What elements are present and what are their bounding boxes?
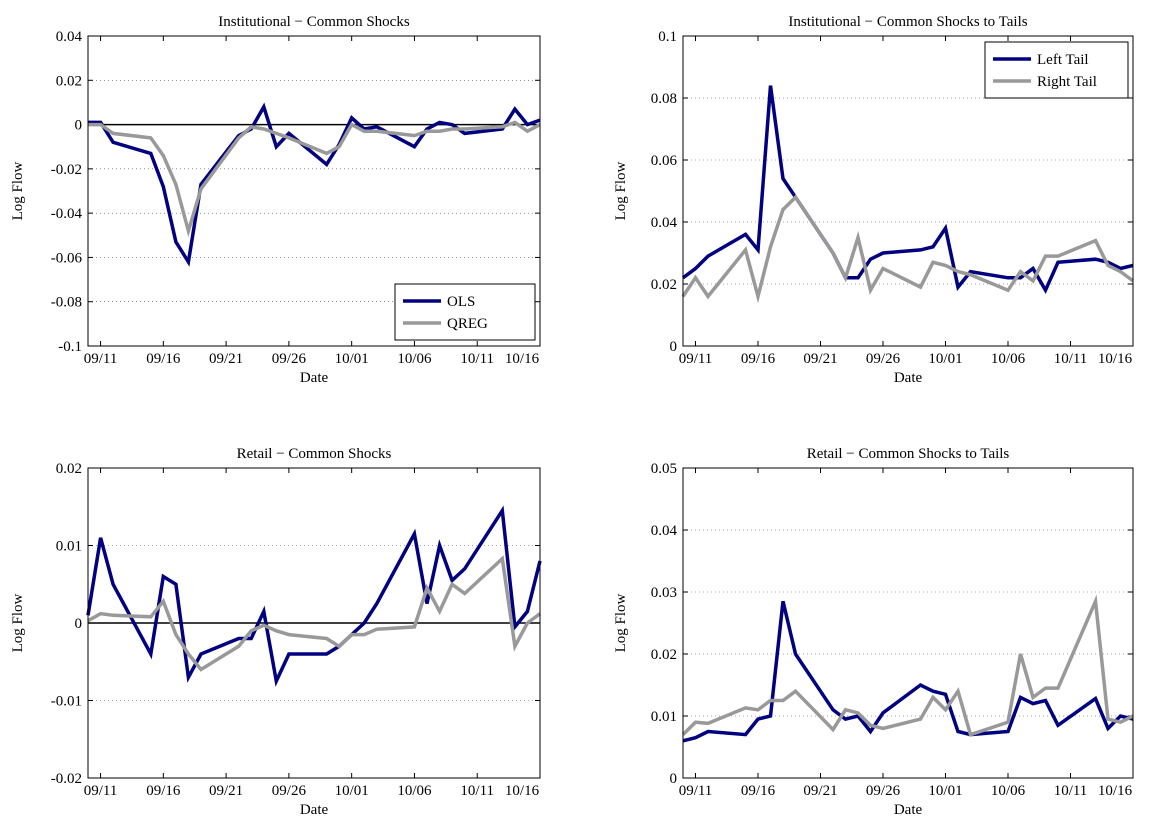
legend-label: QREG [447, 316, 488, 332]
y-tick-label: 0.06 [651, 153, 678, 169]
chart-title: Retail − Common Shocks to Tails [807, 446, 1010, 462]
x-tick-label: 09/21 [803, 351, 837, 367]
y-tick-label: -0.06 [51, 250, 83, 266]
y-tick-label: -0.02 [51, 162, 82, 178]
y-tick-label: -0.02 [51, 771, 82, 787]
x-tick-label: 10/01 [928, 783, 962, 799]
subplot: 0 0.01 0.02 0.03 0.04 0.05 09/11 09/16 09/21 09/2… [613, 446, 1134, 818]
legend-label: Right Tail [1037, 74, 1097, 90]
legend-box [984, 41, 1129, 99]
x-tick-label: 10/01 [335, 783, 369, 799]
y-tick-label: 0.03 [651, 585, 677, 601]
x-tick-label: 10/11 [460, 783, 494, 799]
x-tick-label: 10/11 [460, 351, 494, 367]
y-tick-label: 0.08 [651, 91, 677, 107]
x-tick-label: 09/16 [741, 783, 776, 799]
x-tick-label: 09/16 [741, 351, 776, 367]
chart-title: Institutional − Common Shocks [218, 14, 410, 30]
x-tick-label: 09/21 [209, 783, 243, 799]
series-line [88, 120, 541, 238]
y-tick-label: 0.1 [658, 29, 677, 45]
legend-label: OLS [447, 294, 475, 310]
x-tick-label: 09/26 [866, 351, 901, 367]
y-axis-label: Log Flow [10, 161, 26, 220]
y-tick-label: 0.05 [651, 461, 677, 477]
y-tick-label: 0.02 [56, 73, 82, 89]
x-tick-label: 09/21 [209, 351, 243, 367]
y-tick-label: 0.01 [56, 539, 82, 555]
x-tick-label: 10/16 [1098, 783, 1133, 799]
axes-frame [682, 467, 1134, 779]
x-tick-label: 10/06 [397, 783, 432, 799]
subplot: -0.1 -0.08 -0.06 -0.04 -0.02 0 0.02 0.04 09/11 09… [10, 14, 541, 386]
y-tick-label: -0.08 [51, 295, 82, 311]
x-tick-label: 10/06 [397, 351, 432, 367]
y-tick-label: -0.1 [58, 339, 82, 355]
x-axis-label: Date [300, 802, 329, 818]
y-tick-label: 0 [670, 339, 678, 355]
legend-box [394, 283, 536, 341]
x-tick-label: 09/11 [679, 783, 713, 799]
plot-area [683, 468, 1133, 778]
y-axis-label: Log Flow [613, 593, 629, 652]
y-tick-label: 0.02 [56, 461, 82, 477]
y-tick-label: -0.01 [51, 694, 82, 710]
x-tick-label: 10/16 [505, 783, 540, 799]
legend: OLS QREG [394, 283, 536, 341]
x-tick-label: 09/21 [803, 783, 837, 799]
x-tick-label: 10/16 [505, 351, 540, 367]
subplot: -0.02 -0.01 0 0.01 0.02 09/11 09/16 09/21 09/26 1… [10, 446, 542, 818]
x-tick-label: 10/16 [1098, 351, 1133, 367]
x-tick-label: 10/06 [991, 783, 1026, 799]
y-tick-label: 0.02 [651, 647, 677, 663]
x-tick-label: 09/26 [866, 783, 901, 799]
legend: Left Tail Right Tail [984, 41, 1129, 99]
subplot: 0 0.02 0.04 0.06 0.08 0.1 09/11 09/16 09/21 09/26… [613, 14, 1135, 386]
x-tick-label: 10/11 [1054, 783, 1088, 799]
x-axis-label: Date [894, 370, 923, 386]
series-line [682, 600, 1134, 743]
x-tick-label: 09/26 [272, 783, 307, 799]
y-tick-label: 0 [670, 771, 678, 787]
x-tick-label: 09/11 [679, 351, 713, 367]
y-tick-label: 0.01 [651, 709, 677, 725]
x-tick-label: 10/06 [991, 351, 1026, 367]
y-axis-label: Log Flow [10, 593, 26, 652]
series-line [681, 85, 1134, 295]
x-tick-label: 09/26 [272, 351, 307, 367]
x-tick-label: 10/11 [1054, 351, 1088, 367]
axes-frame [87, 467, 541, 779]
x-tick-label: 09/16 [146, 783, 181, 799]
y-tick-label: -0.04 [51, 206, 83, 222]
legend-label: Left Tail [1037, 52, 1089, 68]
x-tick-label: 10/01 [928, 351, 962, 367]
axes-frame [87, 35, 541, 347]
x-tick-label: 10/01 [335, 351, 369, 367]
y-tick-label: 0.04 [651, 523, 678, 539]
series-line [681, 594, 1134, 737]
y-tick-label: 0.02 [651, 277, 677, 293]
x-axis-label: Date [894, 802, 923, 818]
chart-title: Institutional − Common Shocks to Tails [788, 14, 1027, 30]
y-tick-label: 0.04 [56, 29, 83, 45]
y-tick-label: 0 [75, 616, 83, 632]
x-tick-label: 09/11 [84, 351, 118, 367]
y-axis-label: Log Flow [613, 161, 629, 220]
y-tick-label: 0 [75, 118, 83, 134]
series-line [87, 555, 542, 672]
axes-frame [682, 35, 1134, 347]
chart-title: Retail − Common Shocks [237, 446, 392, 462]
x-tick-label: 09/16 [146, 351, 181, 367]
x-tick-label: 09/11 [84, 783, 118, 799]
y-tick-label: 0.04 [651, 215, 678, 231]
series-line [86, 505, 542, 687]
series-line [681, 194, 1135, 304]
x-axis-label: Date [300, 370, 329, 386]
